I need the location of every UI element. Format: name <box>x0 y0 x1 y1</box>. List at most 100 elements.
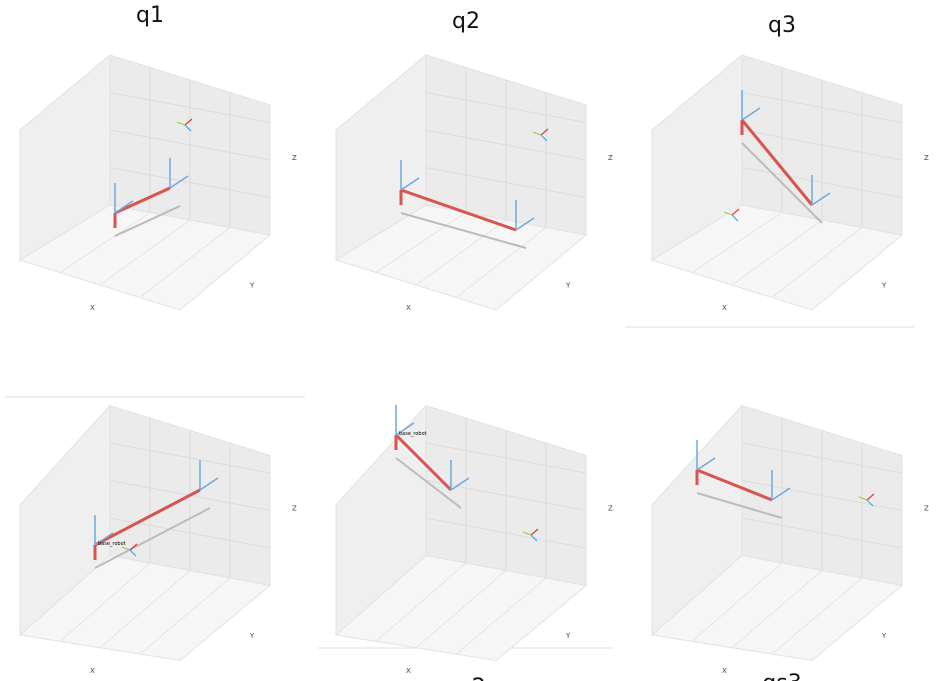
grid-line <box>741 480 903 511</box>
frame-axis <box>696 457 716 471</box>
frame-axis <box>94 532 114 546</box>
robot-link <box>94 488 201 547</box>
axis-label: Z <box>608 154 613 162</box>
frame-axis <box>114 200 134 214</box>
frame-axis <box>169 175 189 189</box>
grid-line <box>375 212 467 273</box>
axis-label: Y <box>565 632 571 640</box>
plot-panel: q3 X Y Z <box>650 13 929 312</box>
grid-line <box>425 442 587 474</box>
robot-link <box>394 433 453 492</box>
robot-link <box>400 188 517 232</box>
axis-label: Y <box>249 282 255 290</box>
frame-label: base_robot <box>98 541 126 547</box>
grid-line <box>59 212 151 273</box>
frame-axis <box>522 531 532 536</box>
grid-line <box>455 227 547 298</box>
plot-panel: qs1XYZbase_robot <box>18 404 297 675</box>
frame-label: base_robot <box>399 431 427 437</box>
robot-shadow <box>696 492 783 519</box>
axis-label: Z <box>292 505 297 513</box>
frame-axis <box>771 487 791 501</box>
frame-axis <box>858 496 868 501</box>
robot-shadow <box>395 457 462 509</box>
axis-label: X <box>722 304 727 312</box>
frame-axis <box>515 217 535 231</box>
grid-line <box>741 92 903 123</box>
grid-line <box>99 570 191 649</box>
panel-title: q1 <box>136 3 164 28</box>
grid-line <box>109 442 271 474</box>
plot-panel: q2 X Y Z <box>334 9 613 312</box>
axis-label: Y <box>565 282 571 290</box>
robot-shadow <box>94 507 211 569</box>
frame-axis <box>811 192 831 206</box>
grid-line <box>731 219 823 286</box>
axis-label: X <box>90 304 95 312</box>
frame-axis <box>129 549 137 557</box>
floor-pane <box>334 204 588 311</box>
robot-link <box>696 468 773 502</box>
frame-axis <box>530 534 538 542</box>
frame-axis <box>395 422 415 436</box>
robot-shadow <box>400 212 527 249</box>
grid-line <box>771 227 863 298</box>
robot-shadow <box>741 142 823 224</box>
axis-label: Y <box>249 632 255 640</box>
grid-line <box>99 219 191 286</box>
robot-shadow <box>114 205 181 237</box>
panel-title: q2 <box>452 9 480 34</box>
frame-axis <box>530 528 539 536</box>
frame-axis <box>540 134 548 142</box>
frame-axis <box>184 118 193 126</box>
grid-line <box>375 562 467 642</box>
frame-axis <box>129 543 138 551</box>
axis-label: Z <box>608 505 613 513</box>
frame-axis <box>866 493 875 501</box>
axis-label: X <box>406 304 411 312</box>
axis-label: Y <box>881 282 887 290</box>
axis-label: X <box>722 667 727 675</box>
grid-line <box>455 577 547 655</box>
axis-label: Y <box>881 632 887 640</box>
frame-axis <box>723 211 733 216</box>
frame-axis <box>450 477 470 491</box>
grid-line <box>425 92 587 123</box>
grid-line <box>139 227 231 298</box>
frame-axis <box>731 208 740 216</box>
grid-line <box>741 442 903 474</box>
floor-pane <box>18 204 272 311</box>
plot-panel: qs3 X Y Z <box>650 404 929 681</box>
frame-axis <box>400 177 420 191</box>
frame-axis <box>121 546 131 551</box>
panel-title: qs2 <box>446 675 485 681</box>
grid-line <box>731 570 823 649</box>
floor-pane <box>18 554 272 662</box>
grid-line <box>741 129 903 161</box>
grid-line <box>415 570 507 649</box>
grid-line <box>109 129 271 161</box>
floor-pane <box>334 554 588 662</box>
axis-label: Z <box>924 154 929 162</box>
frame-axis <box>184 124 192 132</box>
grid-line <box>691 212 783 273</box>
grid-line <box>425 129 587 161</box>
grid-line <box>139 577 231 655</box>
robot-link <box>740 119 814 206</box>
robot-link <box>114 186 171 215</box>
grid-line <box>771 577 863 655</box>
grid-line <box>59 562 151 642</box>
axis-label: X <box>90 667 95 675</box>
grid-line <box>109 92 271 123</box>
panel-title: qs3 <box>762 671 801 681</box>
axis-label: Z <box>924 505 929 513</box>
grid-line <box>691 562 783 642</box>
panel-title: q3 <box>768 13 796 38</box>
frame-axis <box>866 499 874 507</box>
frame-axis <box>731 214 739 222</box>
floor-pane <box>650 204 904 311</box>
frame-axis <box>176 121 186 126</box>
